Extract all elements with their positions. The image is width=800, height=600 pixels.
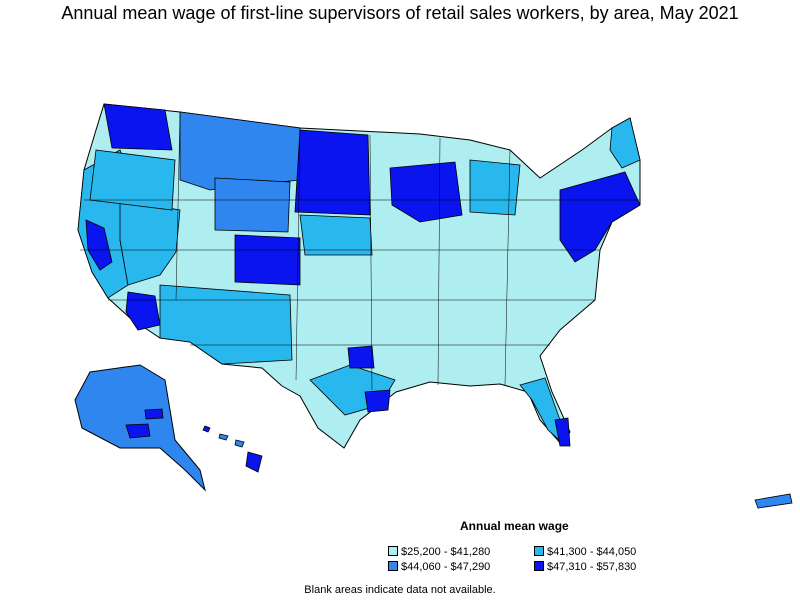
- region-arizona-newmexico: [159, 284, 293, 365]
- legend-label-tier1: $25,200 - $41,280: [401, 546, 491, 558]
- legend-item-tier3: $44,060 - $47,290: [388, 561, 490, 573]
- legend-swatch-tier3: [388, 561, 398, 571]
- alaska-fairbanks: [144, 408, 164, 420]
- region-washington: [103, 103, 173, 151]
- area-boundaries: [80, 111, 640, 391]
- alaska-anchorage: [125, 423, 151, 439]
- legend-item-tier2: $41,300 - $44,050: [534, 546, 636, 558]
- region-wisconsin-minnesota: [389, 161, 463, 223]
- region-southern-california: [125, 291, 161, 331]
- hawaii: [202, 425, 263, 473]
- legend-label-tier2: $41,300 - $44,050: [547, 546, 637, 558]
- legend-item-tier4: $47,310 - $57,830: [534, 561, 636, 573]
- footnote: Blank areas indicate data not available.: [304, 584, 496, 596]
- legend-label-tier3: $44,060 - $47,290: [401, 561, 491, 573]
- legend-title: Annual mean wage: [460, 519, 569, 533]
- region-south-florida: [554, 417, 571, 447]
- region-colorado: [234, 234, 301, 286]
- region-northeast-maine: [609, 117, 641, 169]
- region-wyoming: [214, 177, 291, 233]
- region-dallas: [347, 345, 375, 369]
- legend-swatch-tier2: [534, 546, 544, 556]
- region-dakotas: [294, 129, 371, 216]
- region-midwest-michigan: [469, 159, 521, 216]
- puerto-rico: [754, 493, 793, 509]
- region-northeast-corridor: [559, 171, 641, 263]
- map-title: Annual mean wage of first-line superviso…: [61, 3, 739, 23]
- region-nevada: [119, 199, 181, 286]
- region-california: [85, 219, 113, 271]
- region-idaho-montana: [179, 111, 301, 191]
- region-oregon: [89, 149, 176, 211]
- region-central-plains: [299, 214, 373, 256]
- region-houston: [364, 389, 391, 413]
- legend-swatch-tier4: [534, 561, 544, 571]
- legend-label-tier4: $47,310 - $57,830: [547, 561, 637, 573]
- legend-swatch-tier1: [388, 546, 398, 556]
- legend-item-tier1: $25,200 - $41,280: [388, 546, 490, 558]
